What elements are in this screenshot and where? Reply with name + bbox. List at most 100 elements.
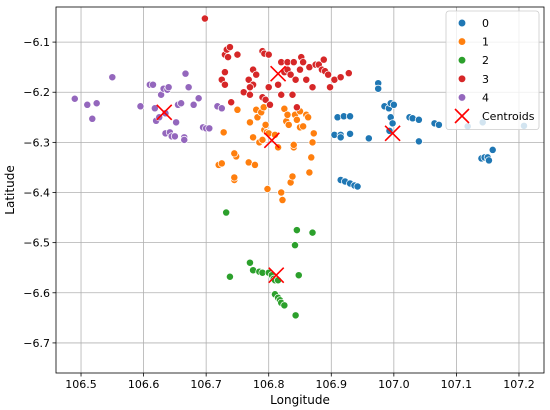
data-point-cluster-1 bbox=[249, 133, 258, 142]
data-point-cluster-3 bbox=[225, 43, 234, 52]
data-point-cluster-2 bbox=[280, 301, 289, 310]
data-point-cluster-1 bbox=[230, 173, 239, 182]
data-point-cluster-1 bbox=[289, 140, 298, 149]
data-point-cluster-0 bbox=[388, 119, 397, 128]
data-point-cluster-3 bbox=[308, 83, 317, 92]
data-point-cluster-3 bbox=[319, 55, 328, 64]
data-point-cluster-0 bbox=[364, 134, 373, 143]
x-tick-label: 106.5 bbox=[65, 378, 97, 391]
data-points bbox=[70, 14, 528, 320]
data-point-cluster-0 bbox=[488, 145, 497, 154]
data-point-cluster-1 bbox=[308, 138, 317, 147]
data-point-cluster-3 bbox=[292, 103, 301, 112]
data-point-cluster-3 bbox=[291, 75, 300, 84]
legend-marker bbox=[457, 74, 467, 83]
data-point-cluster-0 bbox=[434, 120, 443, 129]
data-point-cluster-1 bbox=[305, 168, 314, 177]
data-point-cluster-4 bbox=[88, 114, 97, 123]
data-point-cluster-3 bbox=[286, 70, 295, 79]
x-axis-label: Longitude bbox=[270, 393, 330, 407]
data-point-cluster-3 bbox=[336, 73, 345, 82]
data-point-cluster-3 bbox=[224, 53, 233, 62]
data-point-cluster-0 bbox=[346, 112, 355, 121]
data-point-cluster-1 bbox=[299, 122, 308, 131]
legend: 0 1 2 3 4 Centroids bbox=[445, 10, 540, 130]
x-tick-label: 107.1 bbox=[441, 378, 473, 391]
data-point-cluster-1 bbox=[251, 160, 259, 169]
x-tick-label: 106.9 bbox=[316, 378, 348, 391]
data-point-cluster-1 bbox=[230, 149, 239, 158]
data-point-cluster-1 bbox=[245, 118, 254, 127]
data-point-cluster-3 bbox=[200, 14, 209, 23]
x-tick-label: 106.7 bbox=[190, 378, 222, 391]
data-point-cluster-0 bbox=[336, 133, 345, 142]
axis-ticks: 106.5 106.6 106.7 106.8 106.9 107.0 107.1 107.2… bbox=[23, 36, 534, 391]
data-point-cluster-4 bbox=[149, 80, 157, 89]
data-point-cluster-3 bbox=[245, 90, 254, 99]
data-point-cluster-3 bbox=[326, 83, 334, 92]
data-point-cluster-1 bbox=[309, 129, 318, 138]
y-axis-label: Latitude bbox=[3, 165, 17, 214]
data-point-cluster-3 bbox=[288, 90, 297, 99]
data-point-cluster-4 bbox=[136, 102, 145, 111]
x-tick-label: 106.6 bbox=[128, 378, 160, 391]
data-point-cluster-0 bbox=[389, 100, 398, 109]
data-point-cluster-3 bbox=[266, 100, 274, 109]
y-tick-label: −6.3 bbox=[23, 136, 50, 149]
y-tick-label: −6.1 bbox=[23, 36, 50, 49]
data-point-cluster-4 bbox=[180, 135, 189, 144]
legend-marker bbox=[457, 18, 467, 28]
data-point-cluster-0 bbox=[484, 156, 493, 165]
data-point-cluster-3 bbox=[277, 90, 286, 99]
data-point-cluster-3 bbox=[244, 75, 253, 84]
data-point-cluster-2 bbox=[245, 258, 254, 267]
legend-entry-label: Centroids bbox=[482, 110, 535, 123]
data-point-cluster-3 bbox=[302, 75, 311, 84]
data-point-cluster-1 bbox=[217, 159, 226, 168]
data-point-cluster-4 bbox=[194, 94, 203, 103]
data-point-cluster-3 bbox=[289, 58, 298, 67]
centroid-marker bbox=[156, 104, 173, 121]
data-point-cluster-1 bbox=[258, 135, 267, 144]
y-tick-label: −6.2 bbox=[23, 86, 50, 99]
data-point-cluster-3 bbox=[261, 95, 270, 104]
data-point-cluster-4 bbox=[92, 99, 101, 108]
data-point-cluster-2 bbox=[225, 272, 234, 281]
legend-entry-label: 4 bbox=[482, 91, 489, 104]
data-point-cluster-4 bbox=[189, 100, 198, 109]
centroid-marker bbox=[384, 125, 401, 142]
data-point-cluster-3 bbox=[344, 69, 353, 78]
data-point-cluster-3 bbox=[252, 70, 261, 79]
x-tick-label: 106.8 bbox=[253, 378, 285, 391]
grid bbox=[56, 7, 544, 373]
data-point-cluster-0 bbox=[414, 137, 423, 146]
data-point-cluster-4 bbox=[184, 83, 193, 92]
data-point-cluster-1 bbox=[277, 188, 286, 197]
data-point-cluster-1 bbox=[233, 105, 242, 114]
centroid-marker bbox=[268, 267, 285, 284]
data-point-cluster-4 bbox=[164, 83, 173, 92]
data-point-cluster-1 bbox=[261, 120, 270, 129]
data-point-cluster-4 bbox=[70, 94, 79, 103]
data-point-cluster-3 bbox=[299, 58, 308, 67]
data-point-cluster-1 bbox=[271, 130, 279, 139]
legend-entry-label: 1 bbox=[482, 36, 489, 49]
x-tick-label: 107.0 bbox=[378, 378, 410, 391]
data-point-cluster-3 bbox=[264, 83, 273, 92]
data-point-cluster-1 bbox=[283, 110, 292, 119]
y-tick-label: −6.6 bbox=[23, 287, 50, 300]
data-point-cluster-0 bbox=[346, 129, 355, 138]
centroid-markers bbox=[156, 65, 401, 284]
data-point-cluster-1 bbox=[292, 115, 301, 124]
y-tick-label: −6.4 bbox=[23, 187, 50, 200]
data-point-cluster-3 bbox=[245, 83, 254, 92]
data-point-cluster-3 bbox=[227, 98, 236, 107]
legend-entry-label: 3 bbox=[482, 73, 489, 86]
data-point-cluster-1 bbox=[280, 104, 289, 113]
x-tick-label: 107.2 bbox=[503, 378, 535, 391]
legend-box bbox=[445, 10, 540, 130]
data-point-cluster-1 bbox=[307, 153, 316, 162]
data-point-cluster-1 bbox=[284, 120, 293, 129]
legend-entry-label: 2 bbox=[482, 54, 489, 67]
legend-marker bbox=[457, 93, 467, 102]
